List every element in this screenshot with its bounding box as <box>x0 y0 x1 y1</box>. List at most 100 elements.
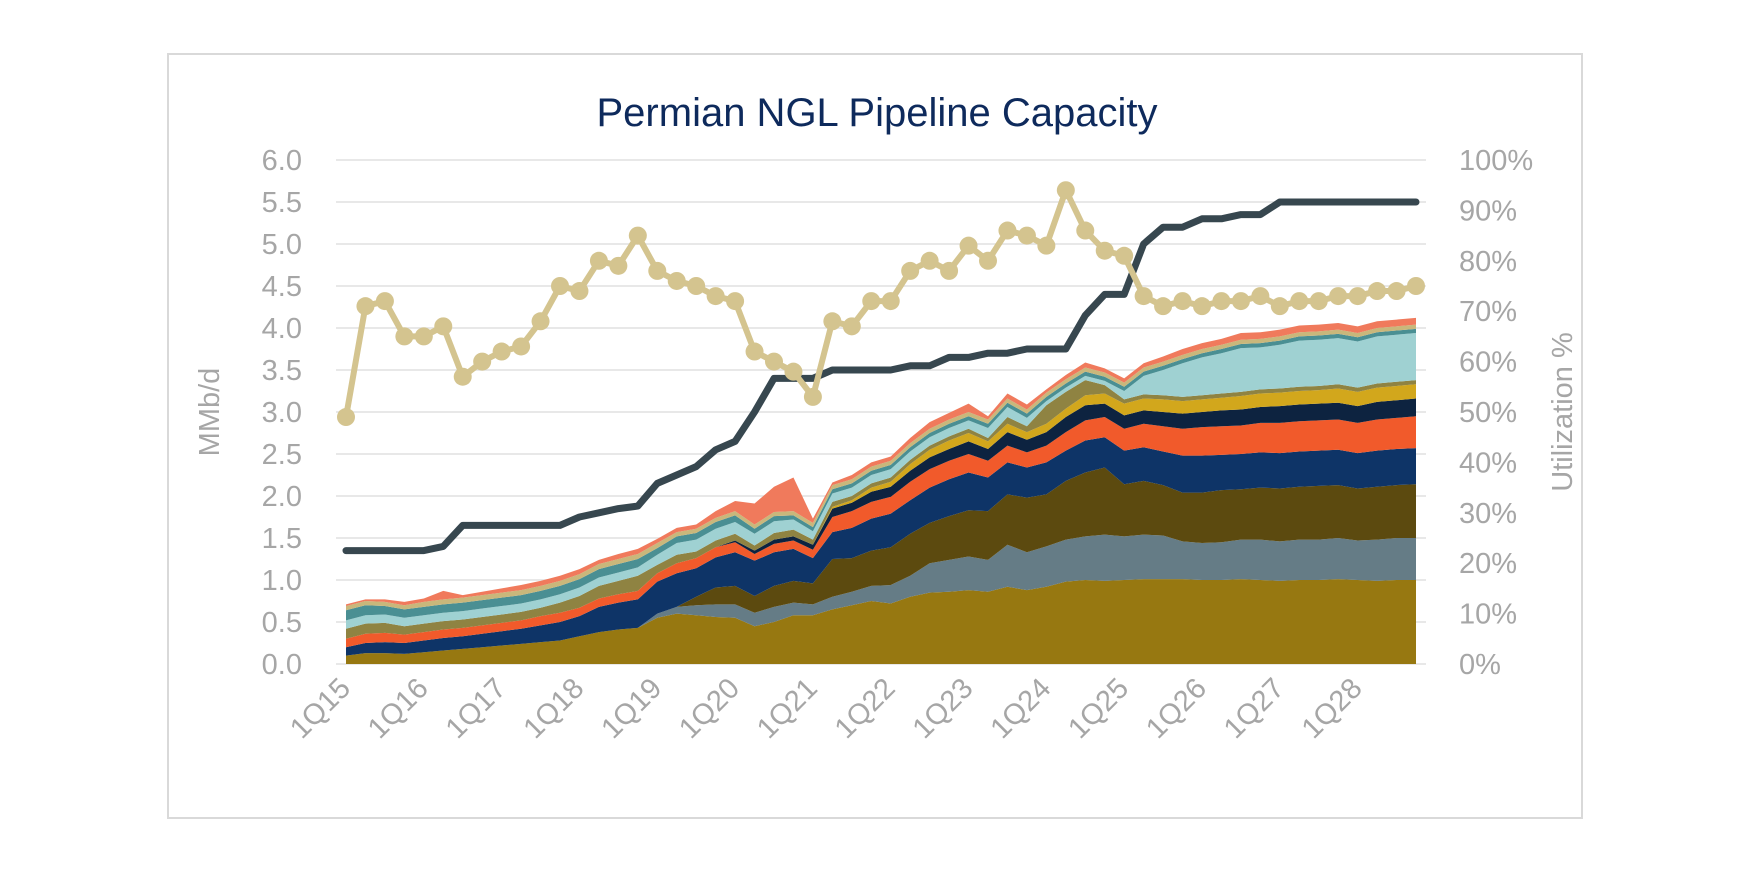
y-tick-label: 0.0 <box>262 649 302 681</box>
utilization-point <box>589 251 608 270</box>
utilization-point <box>1368 282 1387 301</box>
x-tick-label: 1Q24 <box>985 672 1058 745</box>
y-tick-label: 3.0 <box>262 397 302 429</box>
y-tick-label: 6.0 <box>262 145 302 177</box>
x-tick-label: 1Q26 <box>1140 672 1213 745</box>
utilization-point <box>1231 292 1250 311</box>
utilization-point <box>765 352 783 371</box>
utilization-point <box>395 327 414 346</box>
utilization-point <box>803 387 822 406</box>
y-tick-label: 0.5 <box>262 607 302 639</box>
utilization-point <box>570 282 589 301</box>
utilization-point <box>492 342 511 361</box>
total-capacity-line <box>342 198 1420 555</box>
y-tick-label: 5.5 <box>262 187 302 219</box>
x-tick-label: 1Q23 <box>907 672 980 745</box>
utilization-point <box>1076 221 1095 240</box>
x-tick-label: 1Q16 <box>362 672 435 745</box>
y-tick-label: 4.0 <box>262 313 302 345</box>
area-series-4 <box>346 437 1416 656</box>
y-tick-label: 5.0 <box>262 229 302 261</box>
y2-tick-label: 30% <box>1459 498 1517 530</box>
utilization-points <box>337 181 1425 427</box>
utilization-point <box>453 367 472 386</box>
utilization-point <box>842 317 861 336</box>
y-axis-ticks: 6.0 5.5 5.0 4.5 4.0 3.5 3.0 2.5 2.0 1.5 1.0 0.5 0.0 <box>262 145 302 681</box>
utilization-point <box>1407 277 1425 295</box>
x-tick-label: 1Q17 <box>440 672 513 745</box>
x-tick-label: 1Q28 <box>1296 672 1369 745</box>
y-tick-label: 1.5 <box>262 523 302 555</box>
y2-tick-label: 0% <box>1459 649 1501 681</box>
utilization-point <box>1348 287 1367 306</box>
x-tick-label: 1Q15 <box>284 672 357 745</box>
y-tick-label: 1.0 <box>262 565 302 597</box>
utilization-point <box>1154 297 1173 316</box>
utilization-point <box>609 256 628 275</box>
utilization-point <box>745 342 764 361</box>
utilization-point <box>687 277 706 295</box>
y2-tick-label: 20% <box>1459 548 1517 580</box>
utilization-point <box>1290 292 1309 311</box>
utilization-point <box>1387 282 1406 301</box>
utilization-point <box>473 352 492 371</box>
utilization-point <box>881 292 900 311</box>
utilization-point <box>1017 226 1036 245</box>
utilization-point <box>940 261 959 280</box>
y2-tick-label: 40% <box>1459 447 1517 479</box>
y2-tick-label: 100% <box>1459 145 1533 177</box>
utilization-point <box>1329 287 1348 306</box>
utilization-point <box>667 271 686 290</box>
utilization-point <box>1251 287 1270 306</box>
utilization-point <box>648 261 667 280</box>
y2-tick-label: 60% <box>1459 347 1517 379</box>
y2-tick-label: 70% <box>1459 296 1517 328</box>
x-tick-label: 1Q21 <box>751 672 824 745</box>
y2-tick-label: 90% <box>1459 195 1517 227</box>
area-series-5 <box>346 416 1416 648</box>
area-series-2 <box>346 534 1416 656</box>
utilization-point <box>1193 297 1211 316</box>
y2-tick-label: 50% <box>1459 397 1517 429</box>
x-tick-label: 1Q27 <box>1218 672 1291 745</box>
area-series-11 <box>346 324 1416 611</box>
utilization-point <box>1309 292 1328 311</box>
utilization-point <box>862 292 881 311</box>
utilization-point <box>784 362 803 381</box>
utilization-point <box>531 312 550 331</box>
x-tick-label: 1Q19 <box>595 672 668 745</box>
utilization-point <box>1173 292 1192 311</box>
utilization-point <box>1056 181 1075 200</box>
y2-tick-label: 80% <box>1459 246 1517 278</box>
utilization-point <box>1212 292 1231 311</box>
area-series-3 <box>346 467 1416 656</box>
utilization-point <box>434 317 453 336</box>
y-tick-label: 2.0 <box>262 481 302 513</box>
utilization-point <box>375 292 394 311</box>
x-axis-ticks: 1Q15 1Q16 1Q17 1Q18 1Q19 1Q20 1Q21 1Q22 1Q23 1Q24… <box>284 672 1368 745</box>
utilization-point <box>551 277 569 295</box>
y-axis-label: MMb/d <box>194 368 226 457</box>
utilization-point <box>726 292 745 311</box>
x-tick-label: 1Q25 <box>1062 672 1135 745</box>
y2-tick-label: 10% <box>1459 599 1517 631</box>
utilization-point <box>1270 297 1289 316</box>
area-series-1 <box>346 579 1416 664</box>
y-tick-label: 4.5 <box>262 271 302 303</box>
x-tick-label: 1Q22 <box>829 672 902 745</box>
x-tick-label: 1Q18 <box>518 672 591 745</box>
utilization-point <box>901 261 920 280</box>
area-series-12 <box>346 317 1416 607</box>
utilization-point <box>1095 241 1114 260</box>
utilization-point <box>512 337 531 356</box>
chart-title: Permian NGL Pipeline Capacity <box>597 91 1158 135</box>
utilization-point <box>706 287 725 306</box>
utilization-point <box>959 236 978 255</box>
utilization-point <box>337 408 355 427</box>
stacked-areas <box>346 317 1416 664</box>
area-series-9 <box>346 333 1416 629</box>
utilization-point <box>1037 236 1056 255</box>
utilization-point <box>414 327 433 346</box>
utilization-point <box>628 226 647 245</box>
